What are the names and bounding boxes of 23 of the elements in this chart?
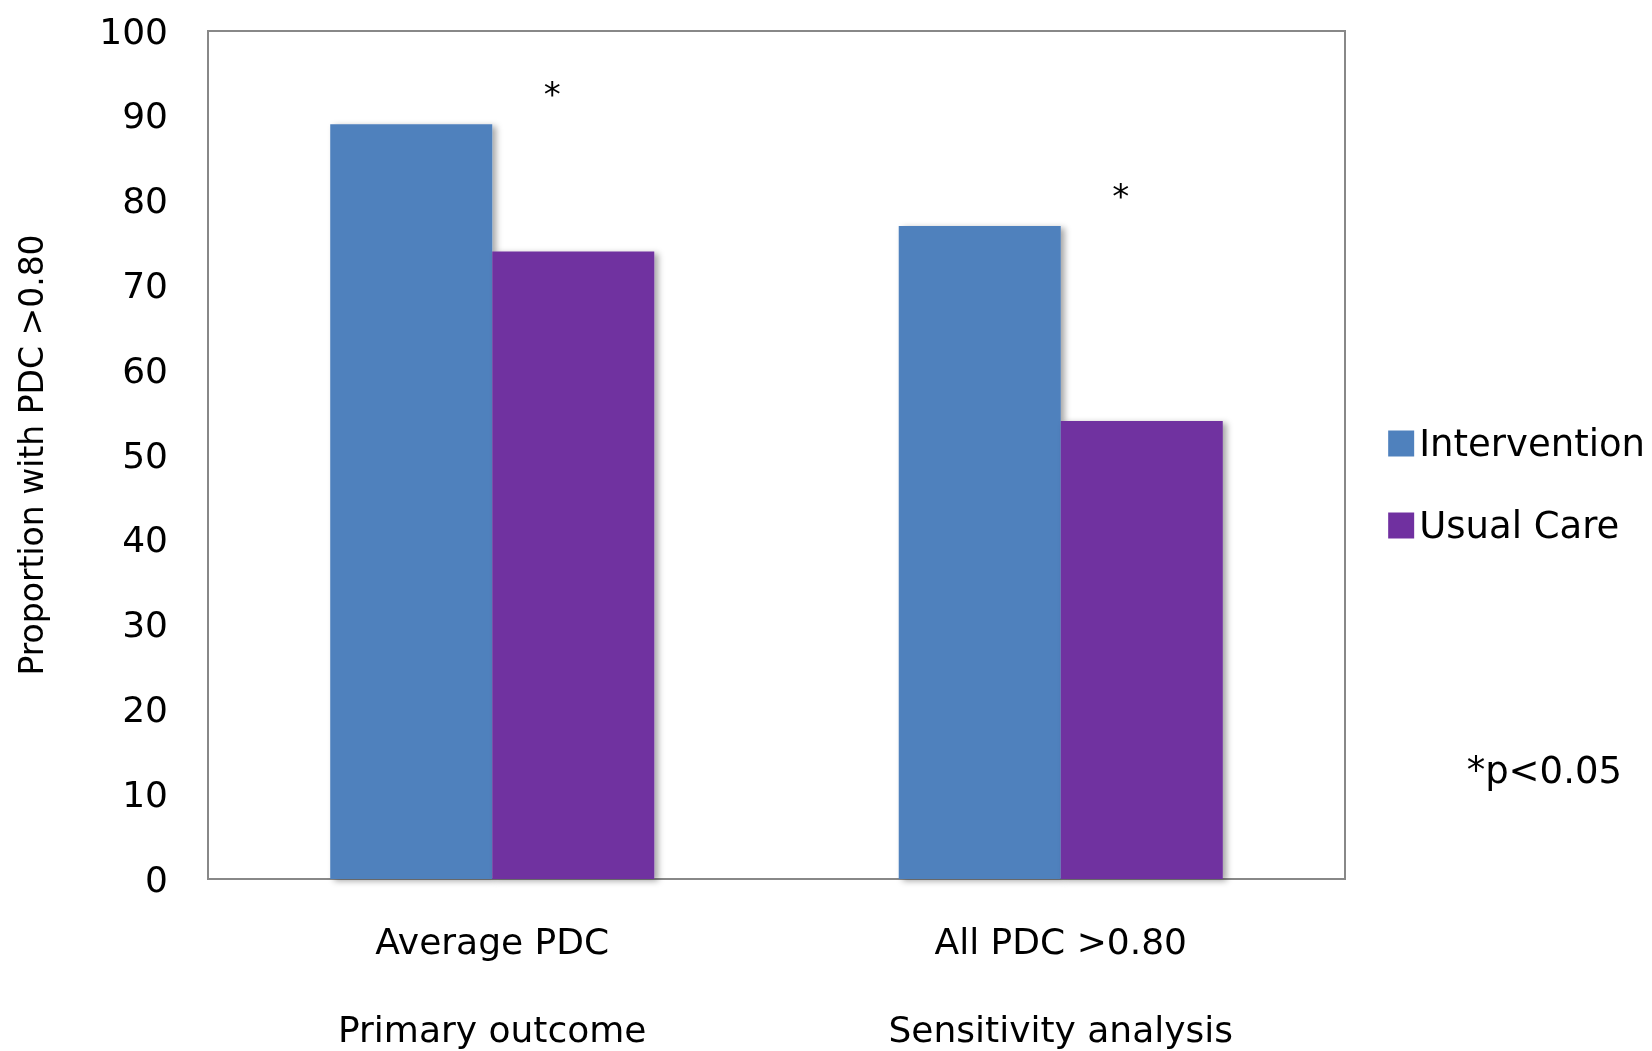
y-tick-label: 60 (122, 349, 168, 391)
y-tick-label: 0 (145, 858, 168, 900)
y-tick-label: 90 (122, 95, 168, 137)
annotation: * (1112, 176, 1130, 217)
y-tick-label: 20 (122, 688, 168, 730)
text: *p<0.05 (1466, 749, 1622, 792)
y-tick-label: 70 (122, 264, 168, 306)
y-tick-label: 80 (122, 180, 168, 222)
y-tick-label: 10 (122, 773, 168, 815)
y-tick-label: 30 (122, 604, 168, 646)
bar (330, 124, 493, 879)
y-tick-label: 40 (122, 519, 168, 561)
y-axis-title: Proportion with PDC >0.80 (12, 234, 51, 676)
y-tick-label: 50 (122, 434, 168, 476)
annotation: * (543, 74, 561, 115)
bar (898, 226, 1061, 879)
category-label: All PDC >0.80 Sensitivity analysis (888, 920, 1234, 1050)
category-label: Average PDC Primary outcome (337, 920, 647, 1050)
bar (1060, 421, 1223, 879)
bar (492, 251, 655, 879)
y-tick-label: 100 (99, 10, 168, 52)
legend-label: Intervention (1419, 422, 1646, 465)
legend-label: Usual Care (1419, 504, 1620, 547)
